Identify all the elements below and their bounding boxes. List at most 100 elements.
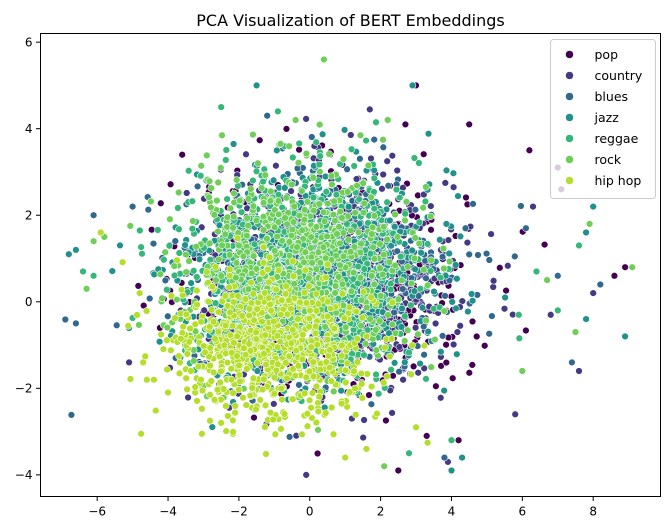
scatter-point [207,377,215,385]
scatter-point [354,228,363,236]
scatter-point [160,256,168,264]
scatter-point [447,466,456,475]
scatter-point [203,151,211,160]
x-tick-label: 2 [377,505,385,519]
scatter-point [128,202,137,211]
scatter-point [575,367,583,375]
scatter-point [225,272,234,280]
scatter-point [393,247,401,255]
scatter-point [116,241,124,250]
scatter-point [380,379,388,387]
scatter-point [166,180,175,188]
scatter-point [320,217,329,225]
x-tick-label: 0 [306,505,314,519]
scatter-point [426,212,435,221]
scatter-point [281,214,289,222]
scatter-point [289,326,297,334]
scatter-point [338,352,346,360]
scatter-point [357,240,365,248]
scatter-point [370,135,378,144]
scatter-point [253,305,261,313]
scatter-point [468,297,477,305]
scatter-point [197,376,205,384]
scatter-point [376,317,384,325]
scatter-point [347,287,356,295]
scatter-point [398,276,406,284]
scatter-point [322,254,330,262]
scatter-point [621,332,629,341]
scatter-point [441,292,449,300]
scatter-point [589,289,597,297]
scatter-point [419,204,427,212]
scatter-point [214,178,222,187]
scatter-point [393,233,402,241]
scatter-point [192,243,200,251]
scatter-point [436,236,444,244]
scatter-point [155,338,164,346]
scatter-point [383,372,391,381]
scatter-point [175,249,183,257]
scatter-point [314,426,322,434]
scatter-point [144,206,152,214]
scatter-point [185,338,193,346]
scatter-point [453,275,461,283]
scatter-point [244,221,252,230]
scatter-point [360,351,368,359]
scatter-point [347,226,355,235]
scatter-point [360,265,368,273]
scatter-point [489,277,498,285]
chart-title: PCA Visualization of BERT Embeddings [196,11,505,30]
scatter-point [309,193,318,202]
scatter-point [89,211,98,219]
scatter-point [365,391,373,399]
scatter-point [432,382,440,390]
scatter-point [454,436,463,444]
scatter-point [294,159,303,167]
scatter-point [367,382,376,391]
scatter-point [239,394,247,402]
scatter-point [233,332,241,340]
scatter-point [274,360,282,368]
scatter-point [261,401,270,410]
scatter-point [211,299,220,307]
scatter-point [276,140,285,148]
scatter-point [439,244,448,253]
scatter-point [260,259,268,267]
scatter-point [384,182,392,190]
scatter-point [387,366,395,374]
scatter-point [305,367,314,376]
scatter-point [217,164,225,172]
scatter-point [215,308,223,316]
scatter-point [205,177,214,185]
scatter-point [233,176,241,184]
scatter-point [229,389,237,397]
scatter-point [325,363,334,372]
scatter-point [243,214,251,222]
scatter-point [295,211,303,220]
scatter-point [386,216,394,225]
scatter-point [322,188,330,196]
scatter-point [388,409,396,417]
scatter-point [352,411,360,419]
scatter-point [232,274,240,282]
scatter-point [277,384,285,393]
scatter-point [394,295,403,303]
scatter-point [198,430,206,438]
scatter-point [449,374,457,382]
scatter-point [184,393,192,402]
scatter-point [415,218,424,226]
scatter-point [89,272,98,280]
scatter-point [314,248,323,256]
scatter-point [218,241,226,249]
scatter-point [197,172,205,180]
scatter-point [223,195,231,203]
scatter-point [258,317,266,326]
scatter-point [208,423,216,431]
scatter-point [467,290,476,298]
scatter-point [357,322,365,330]
scatter-point [356,274,365,282]
scatter-point [367,400,376,408]
scatter-point [173,256,181,264]
scatter-point [462,193,470,202]
scatter-point [289,218,298,226]
